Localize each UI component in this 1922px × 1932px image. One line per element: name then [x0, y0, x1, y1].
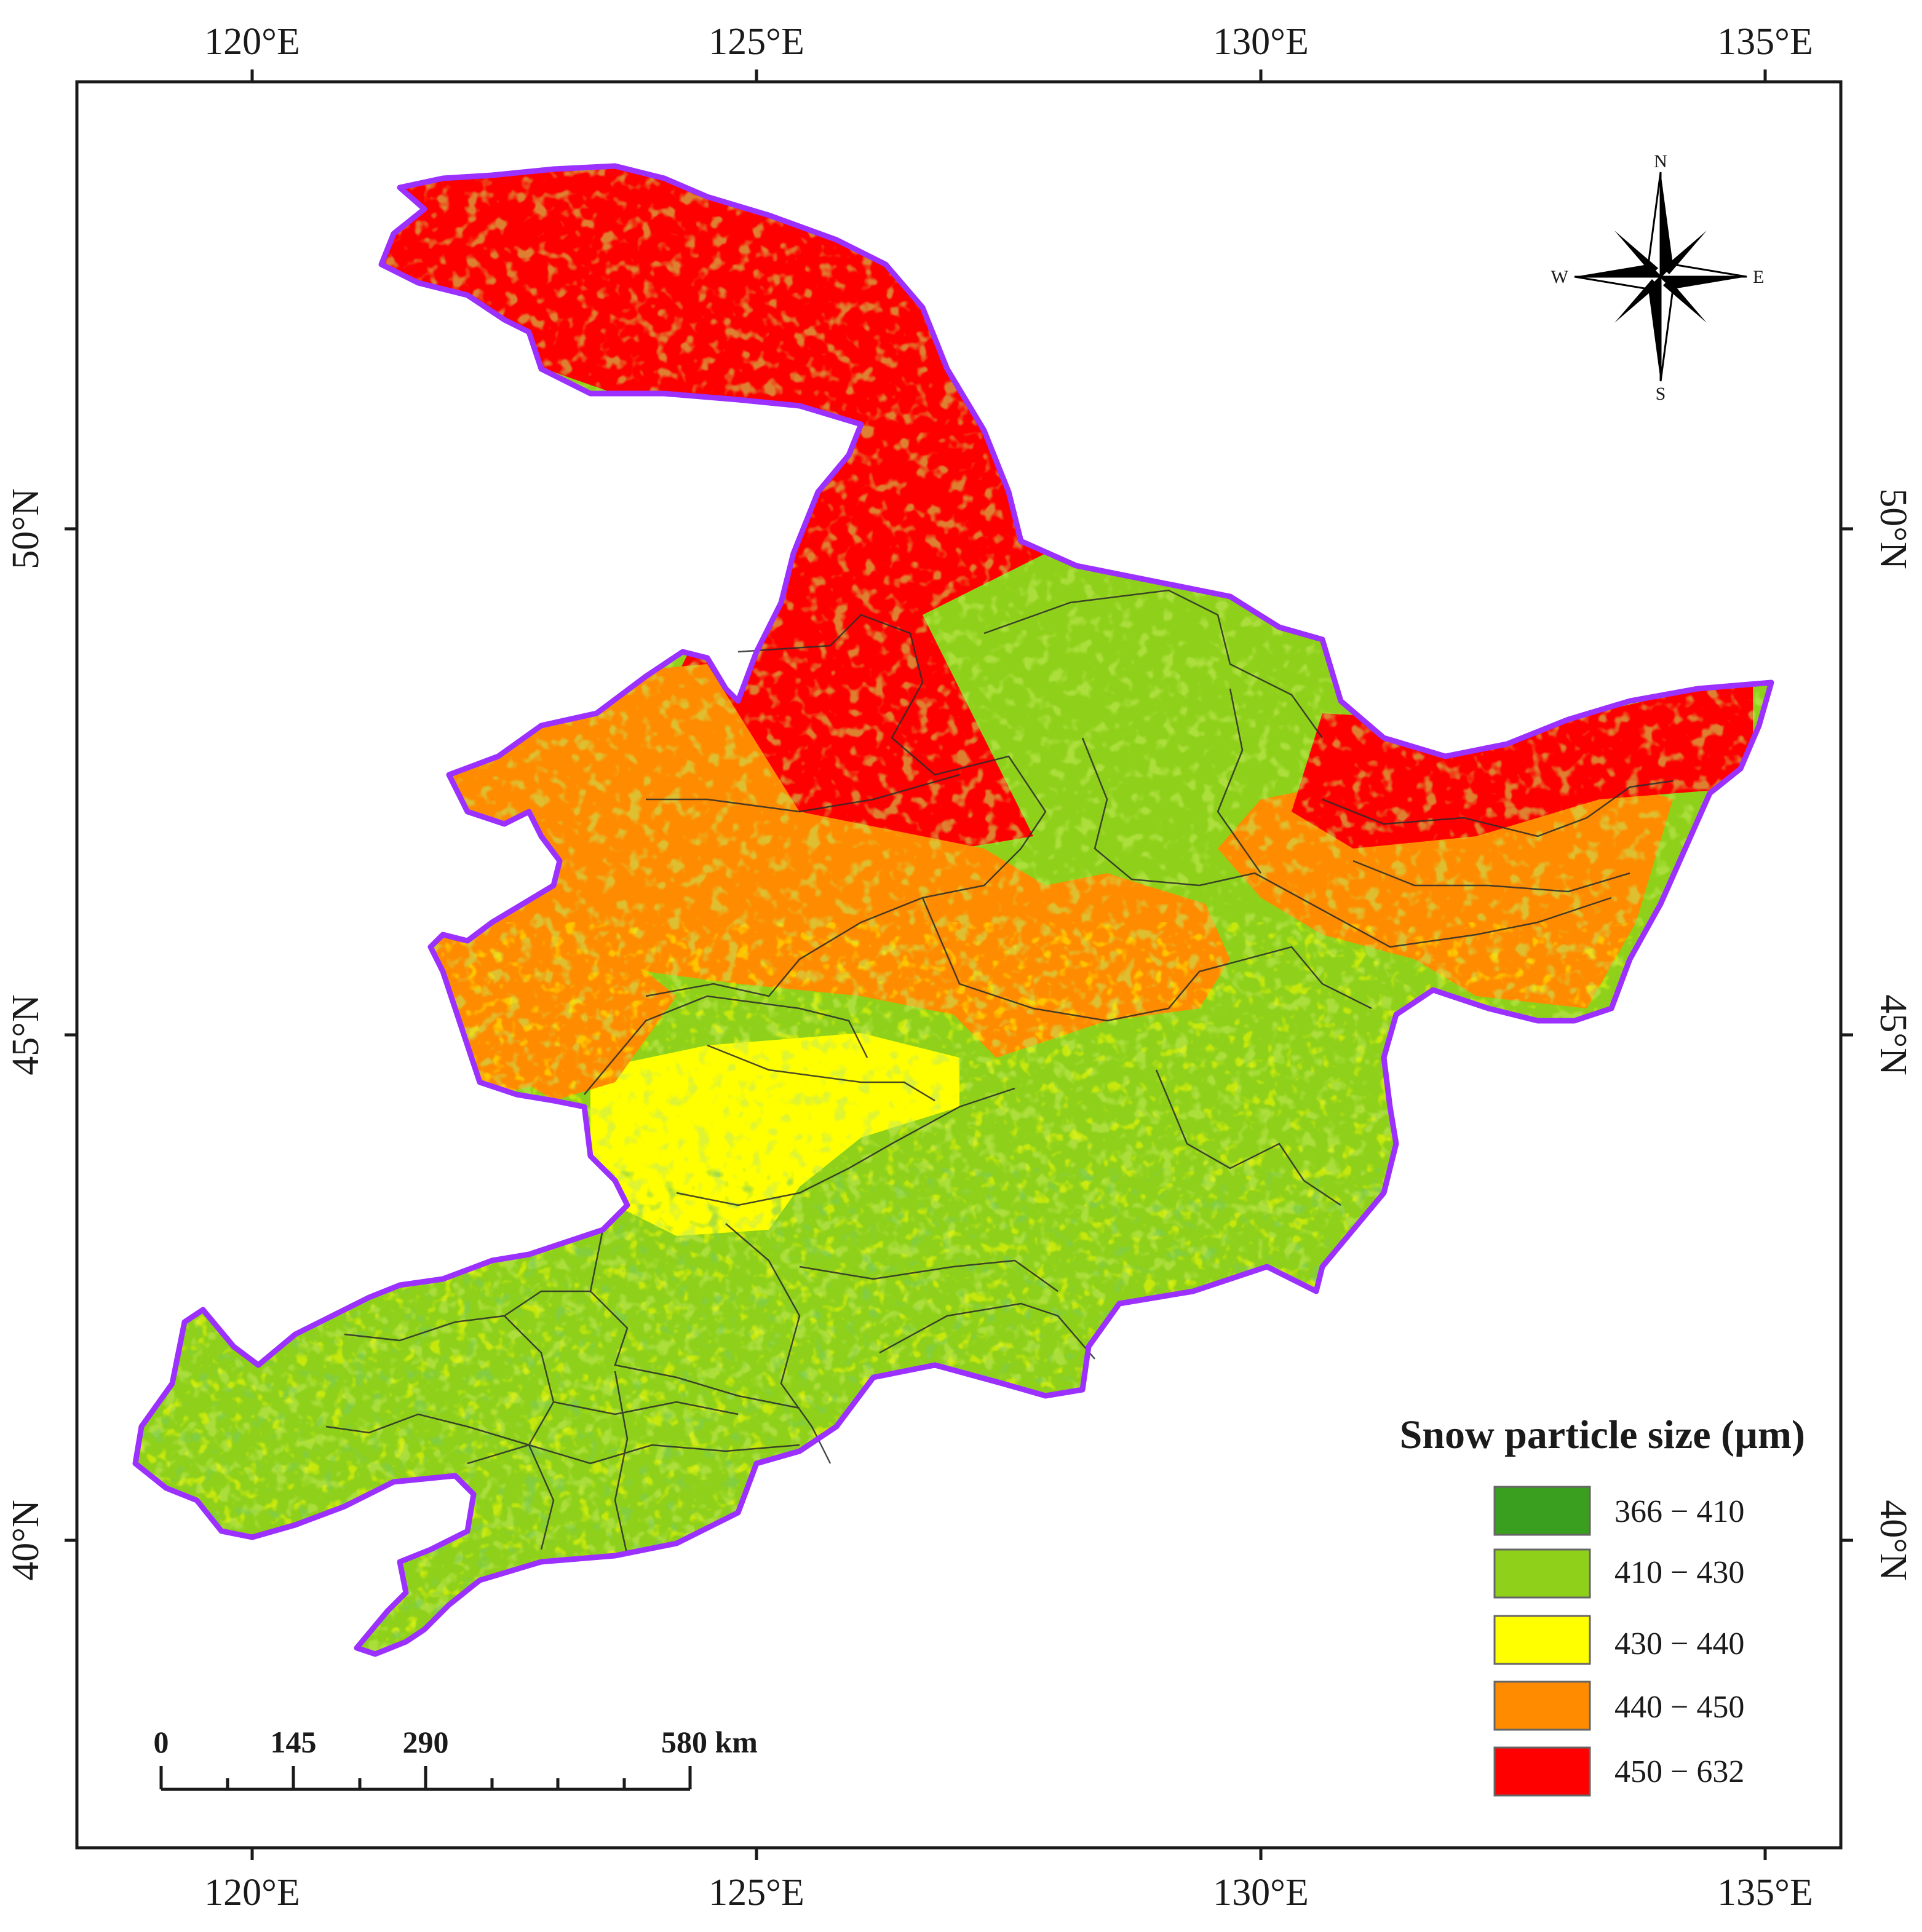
- scale-bar-ticks: [159, 1766, 692, 1789]
- left-lat-label: 50°N: [5, 488, 47, 569]
- scale-label: 0: [154, 1725, 169, 1759]
- legend-label: 440 − 450: [1614, 1690, 1744, 1725]
- scale-label: 145: [271, 1725, 317, 1759]
- compass-star-west: [1575, 264, 1661, 277]
- compass-star-north: [1661, 172, 1673, 277]
- legend-label: 366 − 410: [1614, 1494, 1744, 1529]
- scale-bar: 0 145 290 580 km: [154, 1725, 758, 1791]
- admin-boundaries: [325, 589, 1674, 1556]
- top-lon-label: 120°E: [204, 21, 300, 63]
- legend-item: 366 − 410: [1493, 1486, 1744, 1536]
- compass-n-label: N: [1654, 151, 1667, 172]
- compass-star-east: [1661, 277, 1747, 289]
- top-lon-label: 130°E: [1213, 21, 1309, 63]
- compass-rose: N S E W: [1551, 151, 1765, 404]
- scale-label: 580 km: [661, 1725, 758, 1759]
- right-lat-label: 50°N: [1872, 488, 1914, 569]
- left-lat-label: 45°N: [5, 994, 47, 1075]
- region-boundary: [132, 163, 1774, 1657]
- legend-label: 450 − 632: [1614, 1754, 1744, 1789]
- legend-swatch: [1493, 1486, 1591, 1536]
- legend-title: Snow particle size (µm): [1400, 1412, 1805, 1457]
- map-frame: [75, 80, 1843, 1850]
- compass-star-north-light: [1647, 172, 1662, 279]
- compass-e-label: E: [1753, 267, 1764, 287]
- bottom-lon-label: 120°E: [204, 1872, 300, 1914]
- bottom-lon-label: 125°E: [709, 1872, 804, 1914]
- legend-item: 450 − 632: [1493, 1746, 1744, 1797]
- legend-swatch: [1493, 1615, 1591, 1665]
- compass-w-label: W: [1551, 267, 1569, 287]
- legend-swatch: [1493, 1681, 1591, 1731]
- legend-swatch: [1493, 1746, 1591, 1797]
- right-lat-label: 45°N: [1872, 994, 1914, 1075]
- compass-star-south: [1648, 277, 1661, 381]
- left-axis-labels: 50°N 45°N 40°N: [5, 488, 47, 1581]
- top-axis-labels: 120°E 125°E 130°E 135°E: [204, 21, 1813, 63]
- compass-diag-sw: [1614, 279, 1658, 323]
- right-lat-label: 40°N: [1872, 1500, 1914, 1581]
- compass-diag-ne: [1663, 231, 1707, 274]
- compass-s-label: S: [1656, 384, 1666, 404]
- compass-diag-se: [1663, 279, 1707, 323]
- bottom-lon-label: 130°E: [1213, 1872, 1309, 1914]
- bottom-axis-labels: 120°E 125°E 130°E 135°E: [204, 1872, 1813, 1914]
- legend-item: 440 − 450: [1493, 1681, 1744, 1731]
- scale-label: 290: [403, 1725, 449, 1759]
- legend-item: 430 − 440: [1493, 1615, 1744, 1665]
- legend-item: 410 − 430: [1493, 1548, 1744, 1599]
- left-lat-label: 40°N: [5, 1500, 47, 1581]
- compass-diag-nw: [1614, 231, 1658, 274]
- compass-star-south-light: [1659, 274, 1674, 382]
- top-lon-label: 135°E: [1717, 21, 1813, 63]
- frame-ticks: [65, 69, 1853, 1860]
- legend-label: 430 − 440: [1614, 1626, 1744, 1661]
- top-lon-label: 125°E: [709, 21, 804, 63]
- legend-label: 410 − 430: [1614, 1555, 1744, 1590]
- bottom-lon-label: 135°E: [1717, 1872, 1813, 1914]
- legend: Snow particle size (µm) 366 − 410 410 − …: [1400, 1412, 1805, 1797]
- right-axis-labels: 50°N 45°N 40°N: [1872, 488, 1914, 1581]
- legend-swatch: [1493, 1548, 1591, 1599]
